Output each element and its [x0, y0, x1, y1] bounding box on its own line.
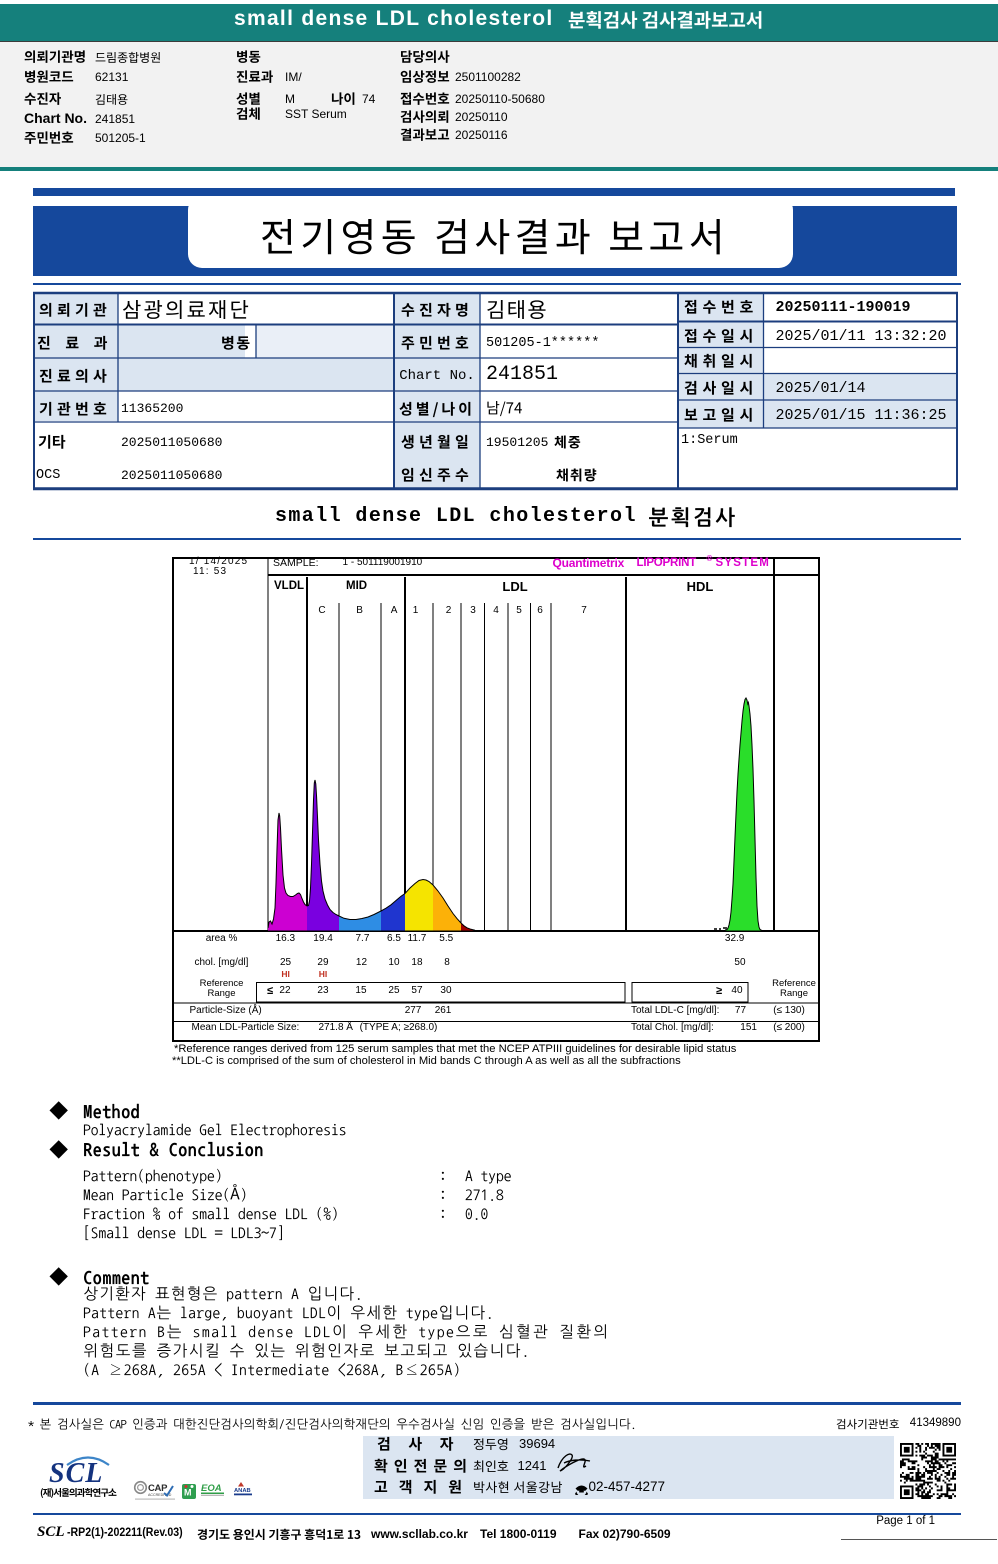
svg-text:EOA: EOA: [201, 1483, 222, 1494]
svg-text:ANAB: ANAB: [234, 1488, 251, 1494]
svg-text:ACCREDITED: ACCREDITED: [148, 1493, 172, 1497]
svg-text:M: M: [184, 1488, 192, 1498]
svg-text:CAP: CAP: [148, 1483, 168, 1494]
